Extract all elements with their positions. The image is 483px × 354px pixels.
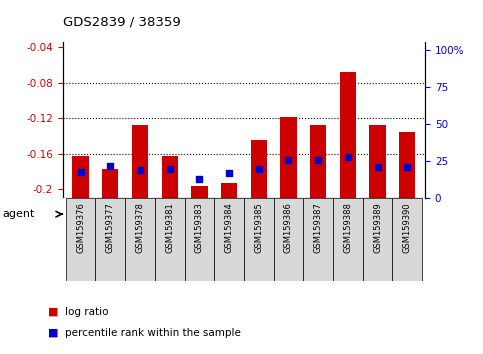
Bar	[125, 198, 155, 281]
Bar	[340, 72, 356, 198]
Point	[106, 163, 114, 169]
Text: GSM159389: GSM159389	[373, 202, 382, 253]
Point	[196, 176, 203, 182]
Bar	[399, 132, 415, 198]
Bar	[251, 141, 267, 198]
Text: GSM159387: GSM159387	[313, 202, 323, 253]
Bar	[191, 186, 208, 198]
Text: PEITC: PEITC	[275, 209, 302, 219]
Point	[77, 169, 85, 175]
Bar	[132, 125, 148, 198]
Bar	[221, 183, 237, 198]
Bar	[273, 198, 303, 281]
Bar	[310, 125, 327, 198]
Bar	[102, 169, 118, 198]
Point	[403, 164, 411, 170]
Text: GSM159381: GSM159381	[165, 202, 174, 253]
Bar	[369, 125, 386, 198]
Bar	[244, 198, 333, 230]
Bar	[214, 198, 244, 281]
Text: GSM159384: GSM159384	[225, 202, 234, 253]
Point	[136, 167, 144, 173]
Text: GSM159377: GSM159377	[106, 202, 115, 253]
Text: GSM159383: GSM159383	[195, 202, 204, 253]
Point	[344, 154, 352, 160]
Text: ■: ■	[48, 328, 59, 338]
Bar	[66, 198, 155, 230]
Bar	[333, 198, 422, 230]
Bar	[155, 198, 185, 281]
Point	[374, 164, 382, 170]
Text: NMBA: NMBA	[185, 209, 214, 219]
Point	[284, 157, 292, 162]
Bar	[392, 198, 422, 281]
Text: GSM159376: GSM159376	[76, 202, 85, 253]
Bar	[363, 198, 392, 281]
Bar	[161, 156, 178, 198]
Bar	[66, 198, 96, 281]
Bar	[333, 198, 363, 281]
Text: control: control	[93, 209, 127, 219]
Bar	[96, 198, 125, 281]
Text: GSM159388: GSM159388	[343, 202, 352, 253]
Bar	[185, 198, 214, 281]
Bar	[72, 156, 89, 198]
Text: GSM159385: GSM159385	[254, 202, 263, 253]
Text: NMBA and PEITC: NMBA and PEITC	[337, 209, 418, 219]
Bar	[303, 198, 333, 281]
Point	[225, 170, 233, 176]
Bar	[280, 117, 297, 198]
Text: GSM159378: GSM159378	[136, 202, 144, 253]
Point	[166, 166, 173, 171]
Text: log ratio: log ratio	[65, 307, 109, 316]
Text: GSM159390: GSM159390	[403, 202, 412, 253]
Text: percentile rank within the sample: percentile rank within the sample	[65, 328, 241, 338]
Text: agent: agent	[2, 209, 35, 219]
Bar	[244, 198, 273, 281]
Bar	[155, 198, 244, 230]
Text: GSM159386: GSM159386	[284, 202, 293, 253]
Point	[255, 166, 263, 171]
Text: ■: ■	[48, 307, 59, 316]
Point	[314, 157, 322, 162]
Text: GDS2839 / 38359: GDS2839 / 38359	[63, 15, 181, 28]
